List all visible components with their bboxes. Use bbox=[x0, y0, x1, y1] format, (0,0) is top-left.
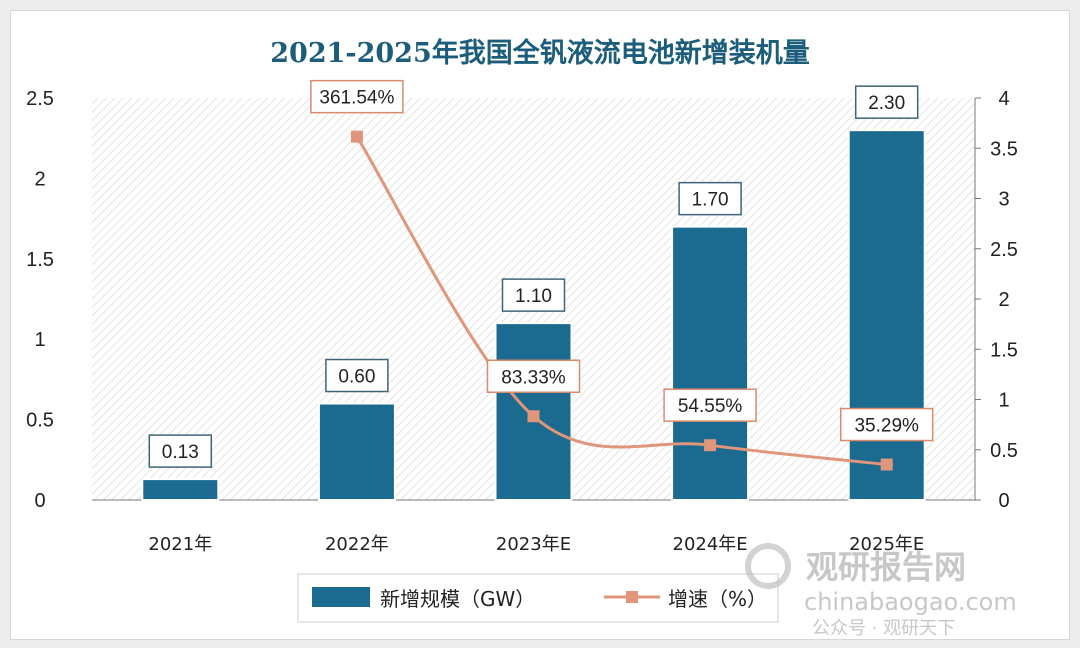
left-tick-label: 1 bbox=[34, 329, 45, 351]
legend-line-marker bbox=[626, 591, 638, 603]
line-point-marker bbox=[880, 458, 893, 471]
bar-data-label-box bbox=[325, 358, 389, 393]
x-category-label: 2025年E bbox=[849, 534, 924, 555]
legend: 新增规模（GW） 增速（%） bbox=[297, 573, 779, 623]
legend-bar-swatch bbox=[312, 587, 370, 607]
bar-data-label-box bbox=[854, 85, 919, 119]
line-data-label: 361.54% bbox=[319, 88, 394, 109]
legend-line-label: 增速（%） bbox=[668, 587, 767, 611]
right-tick-label: 3.5 bbox=[990, 138, 1018, 160]
line-data-label-box bbox=[839, 407, 934, 442]
x-category-label: 2022年 bbox=[325, 534, 389, 555]
right-tick-label: 2 bbox=[998, 289, 1009, 311]
bar-data-label: 0.13 bbox=[162, 442, 199, 463]
line-data-label: 35.29% bbox=[854, 416, 919, 437]
line-data-label-box bbox=[310, 79, 404, 114]
bar-data-label-box bbox=[501, 278, 566, 312]
line-point-marker bbox=[350, 130, 363, 143]
left-tick-label: 2.5 bbox=[26, 88, 54, 110]
right-tick-label: 1 bbox=[998, 390, 1009, 412]
watermark-wechat: 公众号 · 观研天下 bbox=[812, 618, 955, 639]
watermark: 观研报告网 chinabaogao.com 公众号 · 观研天下 bbox=[745, 543, 1017, 639]
bar bbox=[141, 478, 220, 502]
left-tick-label: 0 bbox=[34, 490, 45, 512]
left-axis: 0 0.5 1 1.5 2 2.5 bbox=[26, 88, 975, 512]
left-tick-label: 1.5 bbox=[26, 249, 54, 271]
right-tick-label: 2.5 bbox=[990, 239, 1018, 261]
line-data-label: 54.55% bbox=[678, 396, 743, 417]
bar-data-label: 1.10 bbox=[515, 286, 552, 307]
bar-data-label-box bbox=[148, 434, 213, 468]
x-category-label: 2021年 bbox=[148, 534, 212, 555]
bar-series: 0.13 0.60 1.10 1.70 2.30 bbox=[141, 85, 926, 502]
x-axis-categories: 2021年 2022年 2023年E 2024年E 2025年E bbox=[148, 534, 924, 555]
right-axis: 0 0.5 1 1.5 2 2.5 3 3.5 4 bbox=[974, 88, 1018, 512]
legend-box bbox=[297, 573, 779, 623]
bar-data-label-box bbox=[678, 181, 742, 216]
bar bbox=[317, 402, 396, 501]
growth-line bbox=[355, 135, 887, 467]
line-point-marker bbox=[704, 439, 717, 452]
line-data-label: 83.33% bbox=[501, 367, 566, 388]
line-data-label-box bbox=[663, 388, 757, 422]
legend-bar-label: 新增规模（GW） bbox=[380, 587, 535, 611]
bar bbox=[847, 129, 926, 501]
watermark-brand: 观研报告网 bbox=[806, 548, 966, 586]
bar-data-label: 0.60 bbox=[338, 367, 375, 388]
watermark-logo-icon bbox=[745, 543, 791, 589]
line-point-marker bbox=[527, 410, 540, 423]
right-tick-label: 3 bbox=[998, 189, 1009, 211]
bar-data-label: 1.70 bbox=[692, 190, 729, 211]
left-tick-label: 0.5 bbox=[26, 410, 54, 432]
right-tick-label: 0 bbox=[998, 490, 1009, 512]
x-category-label: 2024年E bbox=[673, 534, 748, 555]
chart-title: 2021-2025年我国全钒液流电池新增装机量 bbox=[270, 37, 810, 69]
right-tick-label: 0.5 bbox=[990, 440, 1018, 462]
right-tick-label: 4 bbox=[998, 88, 1009, 110]
left-tick-label: 2 bbox=[34, 168, 45, 190]
right-tick-label: 1.5 bbox=[990, 339, 1018, 361]
bar bbox=[671, 225, 750, 501]
watermark-site: chinabaogao.com bbox=[804, 588, 1017, 616]
bar-data-label: 2.30 bbox=[868, 93, 905, 114]
line-data-label-box bbox=[486, 359, 581, 394]
line-series: 361.54% 83.33% 54.55% 35.29% bbox=[310, 79, 934, 471]
x-category-label: 2023年E bbox=[496, 534, 571, 555]
